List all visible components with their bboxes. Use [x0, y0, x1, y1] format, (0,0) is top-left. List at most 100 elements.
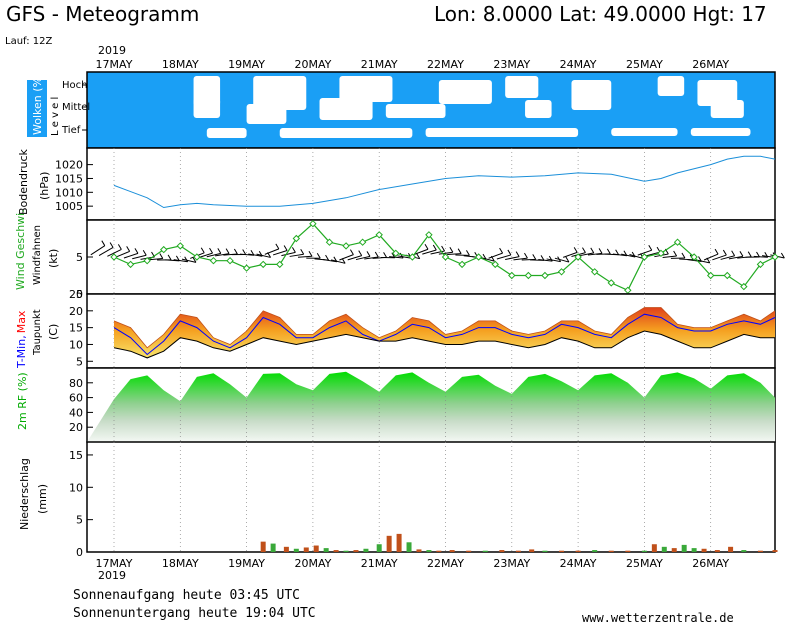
precip-bar [529, 549, 535, 552]
precip-bar [651, 544, 657, 552]
wind-barb-feather [126, 246, 131, 252]
date-label-bottom: 22MAY [427, 557, 464, 570]
precip-bar [499, 550, 505, 552]
wind-barb-feather [275, 243, 280, 250]
dewpoint-line [113, 330, 775, 359]
temperature-tick-label: 20 [69, 305, 83, 318]
tmin-label: T-Min, [15, 335, 28, 369]
precip-bar [515, 550, 521, 552]
precip-tick-label: 5 [76, 514, 83, 527]
wind-barb-feather [316, 252, 321, 259]
wind-barb [447, 253, 462, 255]
wind-speed-marker [242, 264, 251, 272]
wind-barb [662, 255, 677, 259]
precip-unit: (mm) [36, 484, 49, 514]
pressure-unit: (hPa) [38, 172, 51, 200]
wind-barb [339, 254, 354, 261]
precip-bar [741, 550, 747, 552]
wind-speed-label: Wind Geschwi. [14, 209, 27, 290]
cloud-blob [206, 128, 247, 138]
cloud-blob [193, 98, 221, 118]
wind-barb-feather [731, 250, 736, 257]
wind-barb [621, 253, 636, 258]
wind-barb [98, 247, 114, 256]
pressure-tick-label: 1015 [55, 172, 83, 185]
cloud-panel: Wolken (%) L e v e l Hoch Mittel Tief [27, 71, 776, 149]
precip-bar [313, 545, 319, 552]
wind-barb [264, 248, 280, 255]
precip-bar [303, 547, 309, 552]
wind-tick-label: 5 [76, 251, 83, 264]
wind-speed-marker [193, 253, 201, 261]
wind-speed-marker [524, 271, 533, 280]
wind-barb [347, 255, 362, 261]
wind-barb-feather [673, 250, 678, 257]
wind-speed-marker [160, 245, 168, 254]
wind-barb-feather [358, 250, 363, 256]
cloud-blob [710, 100, 744, 118]
wind-barb-feather [192, 257, 197, 263]
precip-bar [426, 550, 432, 552]
temperature-range-area [114, 307, 775, 358]
cloud-blob [657, 76, 685, 96]
wind-speed-marker [276, 260, 284, 269]
wind-barb-feather [117, 244, 122, 250]
date-label-top: 17MAY [96, 58, 133, 71]
precip-bar [641, 550, 647, 552]
wind-barb-feather [300, 249, 305, 255]
wind-barb [413, 248, 429, 255]
wind-speed-marker [259, 260, 267, 269]
precip-bar [625, 550, 631, 552]
wind-barb [239, 253, 255, 256]
wind-barb [215, 253, 230, 257]
wind-speed-marker [342, 242, 350, 250]
wind-speed-marker [209, 256, 218, 265]
precip-bar [363, 548, 369, 552]
precip-bar [482, 550, 488, 552]
wind-barb-feather [308, 251, 313, 257]
precip-bar [436, 550, 442, 552]
wind-barb [563, 251, 578, 258]
wind-barb [438, 251, 453, 255]
precip-bar [416, 549, 422, 552]
cloud-blob [385, 104, 446, 118]
cloud-blobs [193, 76, 751, 138]
temperature-unit: (C) [47, 324, 60, 340]
cloud-blob [438, 80, 492, 104]
pressure-label: Bodendruck [17, 148, 30, 215]
precip-bar [283, 546, 289, 552]
sunrise-text: Sonnenaufgang heute 03:45 UTC [73, 588, 300, 603]
wind-barb [695, 259, 710, 264]
precip-bar [714, 550, 720, 552]
wind-barb [637, 249, 652, 256]
wind-barb [488, 252, 503, 259]
wind-speed-marker [491, 260, 499, 269]
wind-speed-marker [590, 268, 599, 276]
temperature-label: T-Min, Max [15, 310, 28, 369]
precip-frame [86, 441, 776, 553]
temperature-tick-label: 10 [69, 338, 83, 351]
precip-bar [376, 544, 382, 552]
wind-barb [281, 251, 296, 257]
wind-barb-feather [615, 249, 620, 255]
wind-barb [289, 253, 304, 257]
wind-barb-feather [134, 248, 139, 254]
wind-barb-feather [184, 256, 189, 262]
date-label-bottom: 21MAY [361, 557, 398, 570]
wind-speed-marker [690, 253, 698, 261]
date-label-top: 19MAY [228, 58, 265, 71]
cloud-blob [505, 76, 539, 98]
wind-barb-feather [499, 247, 504, 254]
wind-barb-feather [233, 248, 238, 255]
precip-bar [406, 542, 412, 552]
website-link[interactable]: www.wetterzentrale.de [582, 611, 734, 625]
year-bottom: 2019 [98, 569, 126, 582]
precip-panel: Niederschlag (mm) 0 5 10 15 [18, 441, 778, 559]
wind-barb-feather [200, 247, 205, 254]
date-label-bottom: 17MAY [96, 557, 133, 570]
precip-bar [701, 548, 707, 552]
wind-barb-feather [565, 256, 570, 263]
wind-barb [720, 255, 735, 260]
wind-barb [389, 256, 404, 259]
wind-barb [331, 259, 346, 264]
